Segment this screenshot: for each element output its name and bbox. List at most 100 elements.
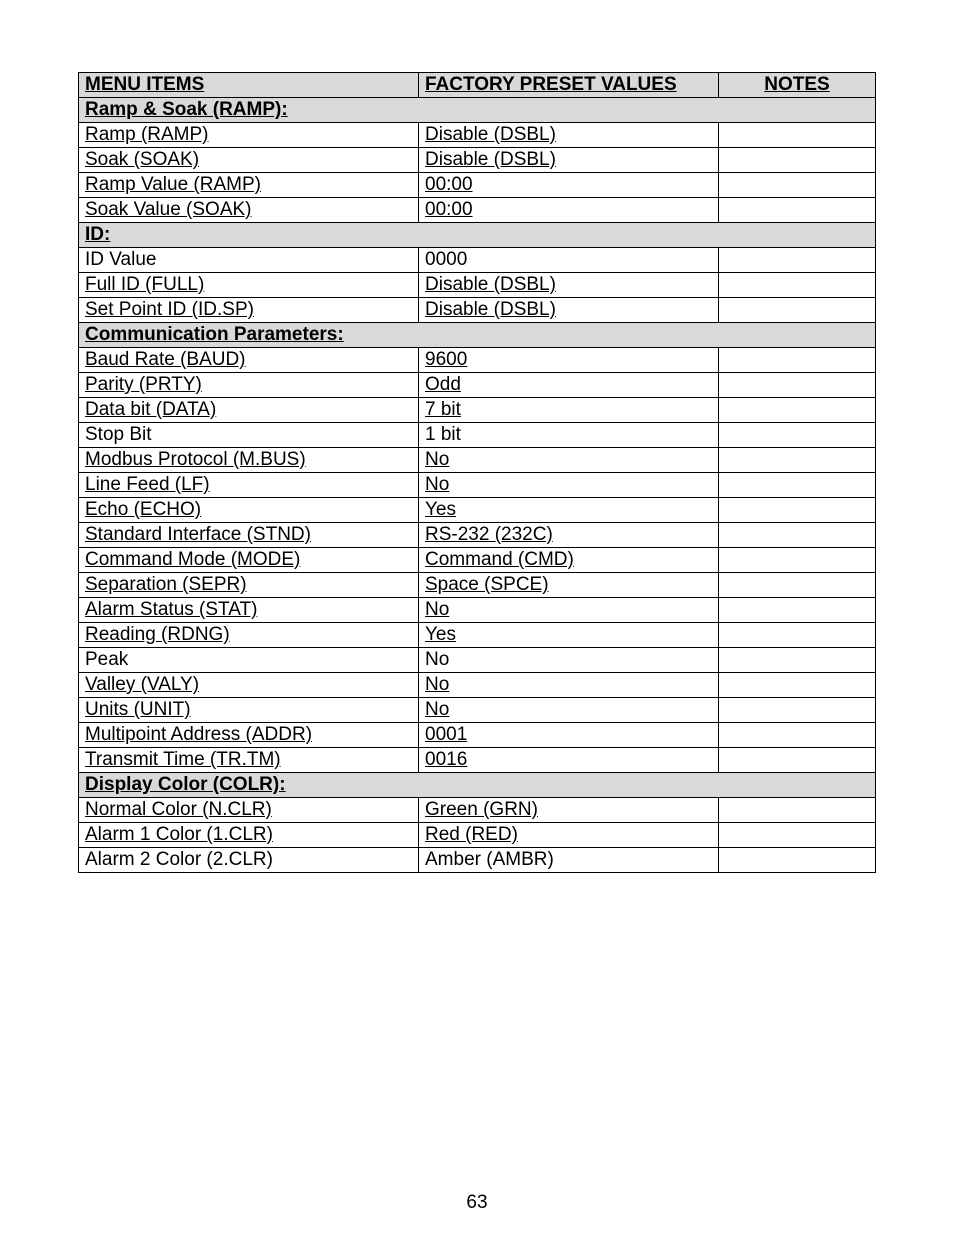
table-row: Full ID (FULL)Disable (DSBL) (79, 273, 876, 298)
cell-menu-item: Reading (RDNG) (79, 623, 419, 648)
table-row: Ramp Value (RAMP)00:00 (79, 173, 876, 198)
cell-notes (719, 273, 876, 298)
table-header-row: MENU ITEMSFACTORY PRESET VALUESNOTES (79, 73, 876, 98)
cell-menu-item: Alarm 1 Color (1.CLR) (79, 823, 419, 848)
cell-notes (719, 248, 876, 273)
cell-notes (719, 298, 876, 323)
cell-value: Space (SPCE) (419, 573, 719, 598)
page-number: 63 (0, 1192, 954, 1214)
cell-notes (719, 173, 876, 198)
cell-menu-item: Command Mode (MODE) (79, 548, 419, 573)
section-title: Display Color (COLR): (79, 773, 876, 798)
cell-menu-item: Modbus Protocol (M.BUS) (79, 448, 419, 473)
cell-notes (719, 598, 876, 623)
cell-notes (719, 523, 876, 548)
cell-notes (719, 848, 876, 873)
cell-notes (719, 573, 876, 598)
table-row: Transmit Time (TR.TM)0016 (79, 748, 876, 773)
table-row: Alarm Status (STAT)No (79, 598, 876, 623)
cell-notes (719, 398, 876, 423)
cell-value: 0001 (419, 723, 719, 748)
table-row: Baud Rate (BAUD)9600 (79, 348, 876, 373)
cell-menu-item: Set Point ID (ID.SP) (79, 298, 419, 323)
table-row: Soak (SOAK)Disable (DSBL) (79, 148, 876, 173)
cell-notes (719, 148, 876, 173)
cell-value: Disable (DSBL) (419, 273, 719, 298)
cell-value: No (419, 598, 719, 623)
table-row: Multipoint Address (ADDR)0001 (79, 723, 876, 748)
section-header-row: Ramp & Soak (RAMP): (79, 98, 876, 123)
cell-notes (719, 198, 876, 223)
cell-notes (719, 448, 876, 473)
cell-menu-item: Separation (SEPR) (79, 573, 419, 598)
cell-value: Green (GRN) (419, 798, 719, 823)
table-row: Separation (SEPR)Space (SPCE) (79, 573, 876, 598)
cell-value: 1 bit (419, 423, 719, 448)
cell-value: Disable (DSBL) (419, 298, 719, 323)
cell-value: Yes (419, 498, 719, 523)
table-row: Echo (ECHO)Yes (79, 498, 876, 523)
cell-value: Amber (AMBR) (419, 848, 719, 873)
cell-menu-item: Full ID (FULL) (79, 273, 419, 298)
table-row: PeakNo (79, 648, 876, 673)
cell-menu-item: Echo (ECHO) (79, 498, 419, 523)
table-row: Standard Interface (STND)RS-232 (232C) (79, 523, 876, 548)
cell-menu-item: Standard Interface (STND) (79, 523, 419, 548)
table-row: Reading (RDNG)Yes (79, 623, 876, 648)
cell-notes (719, 723, 876, 748)
cell-menu-item: Units (UNIT) (79, 698, 419, 723)
cell-notes (719, 623, 876, 648)
table-row: Set Point ID (ID.SP)Disable (DSBL) (79, 298, 876, 323)
table-row: Modbus Protocol (M.BUS)No (79, 448, 876, 473)
cell-menu-item: Soak Value (SOAK) (79, 198, 419, 223)
cell-menu-item: Data bit (DATA) (79, 398, 419, 423)
cell-value: No (419, 698, 719, 723)
factory-presets-table: MENU ITEMSFACTORY PRESET VALUESNOTESRamp… (78, 72, 876, 873)
cell-value: Red (RED) (419, 823, 719, 848)
cell-menu-item: ID Value (79, 248, 419, 273)
cell-value: 0016 (419, 748, 719, 773)
cell-notes (719, 673, 876, 698)
cell-notes (719, 123, 876, 148)
table-row: Stop Bit1 bit (79, 423, 876, 448)
cell-value: No (419, 673, 719, 698)
cell-notes (719, 373, 876, 398)
table-row: Line Feed (LF)No (79, 473, 876, 498)
cell-value: 9600 (419, 348, 719, 373)
cell-notes (719, 498, 876, 523)
cell-value: 7 bit (419, 398, 719, 423)
section-header-row: Display Color (COLR): (79, 773, 876, 798)
cell-value: No (419, 648, 719, 673)
cell-notes (719, 423, 876, 448)
cell-value: 00:00 (419, 173, 719, 198)
cell-menu-item: Ramp Value (RAMP) (79, 173, 419, 198)
document-page: MENU ITEMSFACTORY PRESET VALUESNOTESRamp… (0, 0, 954, 1248)
cell-notes (719, 648, 876, 673)
cell-menu-item: Transmit Time (TR.TM) (79, 748, 419, 773)
table-row: Ramp (RAMP)Disable (DSBL) (79, 123, 876, 148)
cell-menu-item: Normal Color (N.CLR) (79, 798, 419, 823)
cell-value: No (419, 473, 719, 498)
cell-value: 00:00 (419, 198, 719, 223)
cell-menu-item: Soak (SOAK) (79, 148, 419, 173)
cell-menu-item: Stop Bit (79, 423, 419, 448)
table-row: Normal Color (N.CLR)Green (GRN) (79, 798, 876, 823)
cell-menu-item: Multipoint Address (ADDR) (79, 723, 419, 748)
cell-menu-item: Parity (PRTY) (79, 373, 419, 398)
cell-value: Disable (DSBL) (419, 148, 719, 173)
cell-value: Command (CMD) (419, 548, 719, 573)
section-header-row: Communication Parameters: (79, 323, 876, 348)
cell-menu-item: Alarm 2 Color (2.CLR) (79, 848, 419, 873)
cell-value: RS-232 (232C) (419, 523, 719, 548)
section-header-row: ID: (79, 223, 876, 248)
cell-notes (719, 798, 876, 823)
cell-menu-item: Ramp (RAMP) (79, 123, 419, 148)
table-row: Command Mode (MODE)Command (CMD) (79, 548, 876, 573)
cell-notes (719, 548, 876, 573)
cell-notes (719, 348, 876, 373)
table-row: Data bit (DATA)7 bit (79, 398, 876, 423)
table-row: Alarm 1 Color (1.CLR)Red (RED) (79, 823, 876, 848)
table-row: Alarm 2 Color (2.CLR)Amber (AMBR) (79, 848, 876, 873)
cell-notes (719, 748, 876, 773)
cell-value: No (419, 448, 719, 473)
